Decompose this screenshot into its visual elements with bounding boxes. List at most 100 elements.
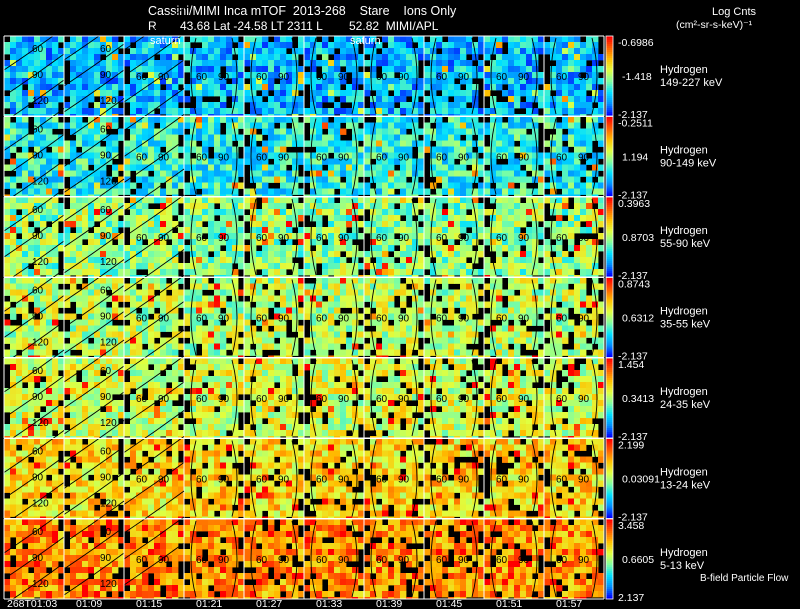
heat-cell: [376, 134, 383, 141]
heat-cell: [28, 54, 35, 61]
heat-cell: [322, 96, 329, 103]
colorbar-segment: [606, 56, 613, 59]
heat-cell: [430, 84, 437, 91]
heat-cell: [118, 239, 125, 246]
heat-cell: [544, 96, 551, 103]
heat-cell: [382, 194, 389, 197]
heat-cell: [328, 48, 335, 55]
heat-cell: [454, 90, 461, 97]
heat-cell: [40, 221, 47, 228]
heat-cell: [58, 48, 65, 55]
heat-cell: [472, 116, 479, 123]
heat-cell: [502, 221, 509, 228]
heat-cell: [478, 158, 485, 165]
heat-cell: [160, 54, 167, 61]
heat-cell: [586, 54, 593, 61]
heat-cell: [538, 102, 545, 109]
contour-label: 90: [458, 233, 470, 244]
species-label: Hydrogen: [660, 64, 708, 76]
heat-cell: [28, 331, 35, 338]
heat-cell: [538, 90, 545, 97]
heat-cell: [52, 283, 59, 290]
heat-cell: [196, 215, 203, 222]
heat-cell: [130, 221, 137, 228]
heat-cell: [562, 263, 569, 270]
contour-label: 90: [218, 153, 230, 164]
heat-cell: [580, 152, 587, 159]
heat-cell: [490, 349, 497, 356]
heat-cell: [280, 197, 287, 204]
heat-cell: [574, 251, 581, 258]
heat-cell: [466, 66, 473, 73]
heat-cell: [418, 182, 425, 189]
heat-cell: [106, 194, 113, 197]
heat-cell: [454, 289, 461, 296]
heat-cell: [592, 170, 599, 177]
heat-cell: [34, 269, 41, 276]
heat-cell: [496, 283, 503, 290]
heat-cell: [322, 60, 329, 67]
heat-cell: [490, 343, 497, 350]
heat-cell: [418, 257, 425, 264]
heat-cell: [166, 114, 173, 116]
heat-cell: [34, 134, 41, 141]
heat-cell: [502, 164, 509, 171]
heat-cell: [190, 66, 197, 73]
heat-cell: [406, 48, 413, 55]
heat-cell: [448, 355, 455, 358]
heat-cell: [106, 203, 113, 210]
heat-cell: [202, 114, 209, 116]
heat-cell: [28, 313, 35, 320]
heat-cell: [268, 215, 275, 222]
heat-cell: [226, 239, 233, 246]
heat-cell: [328, 188, 335, 195]
heat-cell: [172, 251, 179, 258]
heat-cell: [154, 233, 161, 240]
heat-cell: [406, 355, 413, 358]
field-contour: [190, 118, 238, 195]
heat-cell: [148, 301, 155, 308]
colorbar-segment: [606, 152, 613, 155]
heat-cell: [514, 42, 521, 49]
heat-cell: [52, 197, 59, 204]
heat-cell: [430, 245, 437, 252]
heat-cell: [136, 343, 143, 350]
heat-cell: [64, 122, 71, 129]
heat-cell: [238, 78, 245, 85]
heat-cell: [352, 72, 359, 79]
heat-cell: [70, 102, 77, 109]
colorbar-frame: [605, 116, 614, 197]
heat-cell: [118, 54, 125, 61]
heat-cell: [136, 263, 143, 270]
heat-cell: [172, 319, 179, 326]
heat-cell: [280, 251, 287, 258]
heat-cell: [70, 176, 77, 183]
heat-cell: [28, 114, 35, 116]
heat-cell: [292, 158, 299, 165]
colorbar-segment: [606, 174, 613, 177]
heat-cell: [10, 176, 17, 183]
heat-cell: [550, 269, 557, 276]
heat-cell: [196, 275, 203, 277]
heat-cell: [406, 343, 413, 350]
heat-cell: [478, 245, 485, 252]
heat-cell: [388, 313, 395, 320]
heat-cell: [376, 84, 383, 91]
heat-cell: [406, 170, 413, 177]
heat-cell: [208, 194, 215, 197]
heat-cell: [412, 301, 419, 308]
heat-cell: [316, 355, 323, 358]
heat-cell: [52, 66, 59, 73]
heat-cell: [142, 319, 149, 326]
heat-cell: [514, 295, 521, 302]
heat-cell: [220, 337, 227, 344]
heat-cell: [220, 116, 227, 123]
colorbar-segment: [606, 138, 613, 141]
heat-cell: [514, 36, 521, 43]
heat-cell: [10, 66, 17, 73]
heat-cell: [40, 114, 47, 116]
heat-cell: [322, 176, 329, 183]
heat-cell: [172, 158, 179, 165]
heat-cell: [352, 275, 359, 277]
heat-cell: [370, 72, 377, 79]
